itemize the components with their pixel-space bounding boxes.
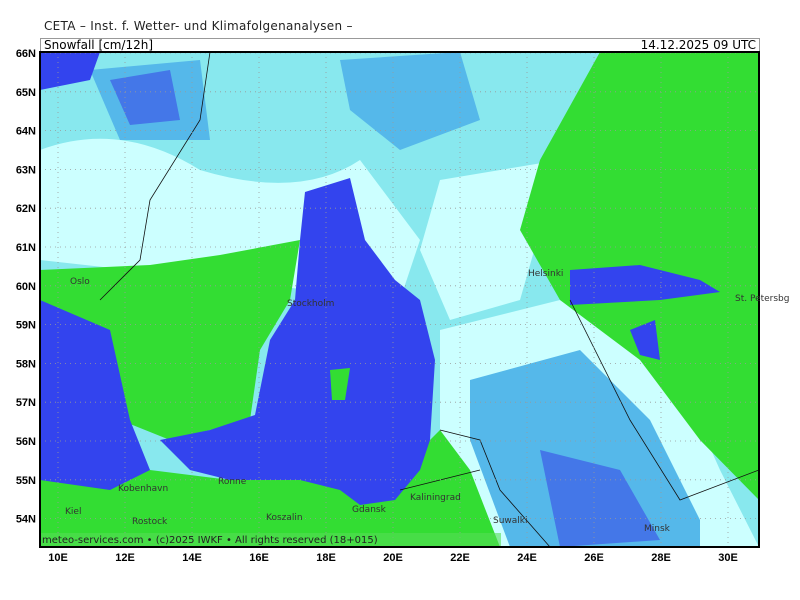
lat-label: 57N (16, 397, 36, 409)
lat-label: 58N (16, 358, 36, 370)
lat-label: 63N (16, 164, 36, 176)
lon-label: 28E (651, 552, 671, 564)
snow-max-area (540, 450, 660, 547)
lake-peipus (630, 320, 660, 360)
land-no-snow-south (40, 420, 500, 547)
lon-label: 12E (115, 552, 135, 564)
lon-label: 22E (450, 552, 470, 564)
city-label: St. Petersbg (735, 294, 790, 304)
lat-label: 56N (16, 436, 36, 448)
land-no-snow-sweden (40, 240, 300, 440)
institute-title: CETA – Inst. f. Wetter- und Klimafolgena… (44, 19, 353, 33)
snow-high-area (470, 350, 700, 547)
lat-label: 61N (16, 242, 36, 254)
lon-label: 20E (383, 552, 403, 564)
lat-label: 54N (16, 514, 36, 526)
island-gotland (330, 368, 350, 400)
lon-label: 10E (48, 552, 68, 564)
city-label: Minsk (644, 524, 671, 534)
lat-label: 60N (16, 281, 36, 293)
city-label: Kobenhavn (118, 484, 168, 494)
city-label: Gdansk (352, 505, 387, 515)
footer-band (41, 533, 501, 546)
city-label: Helsinki (528, 269, 563, 279)
valid-time: 14.12.2025 09 UTC (640, 38, 756, 52)
sea-kattegat (40, 300, 150, 490)
lat-label: 55N (16, 475, 36, 487)
lon-label: 26E (584, 552, 604, 564)
lon-label: 18E (316, 552, 336, 564)
lat-label: 65N (16, 87, 36, 99)
city-label: Koszalin (266, 513, 303, 523)
city-label: Kiel (65, 507, 81, 517)
lat-label: 62N (16, 203, 36, 215)
lat-label: 64N (16, 126, 36, 138)
map-frame (39, 51, 760, 548)
city-label: Kaliningrad (410, 493, 461, 503)
lon-label: 24E (517, 552, 537, 564)
sea-gulf-of-finland (570, 265, 720, 305)
sea-baltic (160, 178, 435, 505)
copyright-footer: meteo-services.com • (c)2025 IWKF • All … (42, 535, 378, 546)
lon-label: 14E (182, 552, 202, 564)
city-label: Oslo (70, 277, 90, 287)
lat-label: 66N (16, 48, 36, 60)
city-label: Stockholm (287, 299, 334, 309)
lat-label: 59N (16, 320, 36, 332)
sea-norwegian (40, 52, 100, 90)
city-label: Rostock (132, 517, 168, 527)
snow-light-area (420, 160, 560, 320)
snow-high-area (340, 52, 480, 150)
city-label: Suwalki (493, 516, 528, 526)
lon-label: 30E (718, 552, 738, 564)
snow-max-area (110, 70, 180, 125)
lon-label: 16E (249, 552, 269, 564)
parameter-label: Snowfall [cm/12h] (44, 38, 154, 52)
city-label: Ronne (218, 477, 247, 487)
